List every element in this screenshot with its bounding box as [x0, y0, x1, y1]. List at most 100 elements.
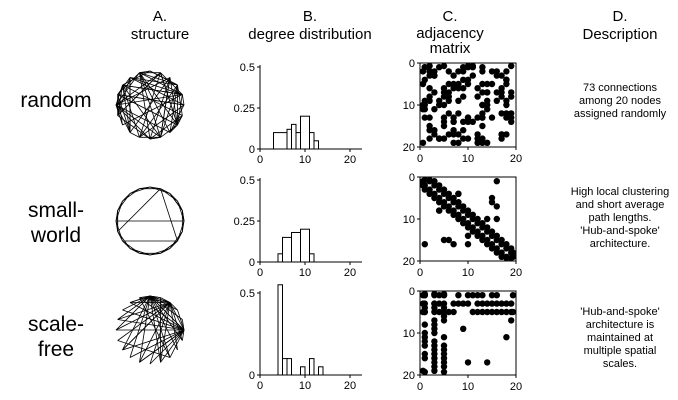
network-edge: [129, 77, 178, 86]
matrix-dot: [419, 139, 427, 146]
column-d-header: D. Description: [560, 8, 678, 44]
y-tick-label: 0.5: [240, 62, 255, 74]
y-tick-label: 0: [409, 172, 415, 184]
network-edge: [139, 104, 185, 138]
matrix-dot: [450, 72, 457, 79]
matrix-dot: [498, 72, 505, 79]
y-tick-label: 0.25: [234, 216, 255, 228]
matrix-dot: [450, 127, 457, 134]
matrix-dot: [440, 62, 448, 70]
matrix-dot: [440, 368, 448, 376]
x-tick-label: 0: [417, 267, 423, 279]
matrix-dot: [426, 68, 433, 75]
network-edge: [160, 297, 171, 303]
matrix-dot: [464, 224, 472, 231]
network-edge: [117, 302, 171, 320]
matrix-dot: [431, 194, 438, 202]
matrix-dot: [474, 292, 481, 299]
matrix-dot: [493, 249, 500, 256]
matrix-dot: [431, 127, 438, 134]
degree-histogram-scale-free: 0 10 20 0 0.5: [240, 284, 362, 392]
matrix-dot: [464, 135, 472, 142]
histogram-bar: [291, 231, 301, 263]
y-tick-label: 0: [249, 144, 255, 156]
matrix-dot: [464, 359, 472, 366]
network-edge: [139, 84, 178, 138]
matrix-dot: [484, 228, 491, 235]
network-edge: [122, 240, 140, 254]
network-structure-random: [115, 70, 185, 140]
matrix-dot: [508, 118, 515, 125]
matrix-dot: [440, 236, 448, 244]
network-edge: [117, 72, 140, 95]
matrix-dot: [508, 308, 515, 316]
column-a-title: structure: [130, 26, 190, 43]
matrix-dot: [440, 203, 448, 210]
matrix-dot: [436, 292, 443, 299]
column-b-header: B. degree distribution: [230, 8, 390, 44]
matrix-dot: [460, 76, 467, 83]
matrix-dot: [431, 72, 438, 79]
description-line: 'Hub-and-spoke': [580, 225, 660, 237]
matrix-frame: [419, 176, 517, 262]
matrix-dot: [426, 190, 433, 197]
matrix-dot: [421, 292, 428, 299]
network-edge: [115, 104, 123, 126]
network-edge: [181, 319, 185, 331]
y-tick-label: 0: [409, 286, 415, 298]
y-tick-label: 10: [403, 328, 415, 340]
network-edge: [149, 186, 171, 194]
matrix-dot: [464, 114, 472, 121]
matrix-dot: [421, 308, 428, 316]
network-edge: [169, 329, 185, 358]
description-line: among 20 nodes: [579, 95, 661, 107]
network-edge: [160, 84, 178, 138]
network-edge: [160, 240, 178, 254]
network-edge: [169, 231, 183, 249]
matrix-dot: [436, 97, 443, 104]
x-tick-label: 20: [344, 154, 356, 166]
matrix-dot: [460, 118, 467, 125]
network-edge: [117, 115, 151, 140]
matrix-dot: [421, 342, 428, 349]
matrix-dot: [426, 114, 433, 121]
network-edge: [169, 302, 178, 311]
degree-histogram-small-world: 0 10 20 0 0.25 0.5: [234, 175, 362, 279]
matrix-dot: [426, 122, 433, 130]
matrix-dot: [421, 321, 428, 328]
matrix-dot: [436, 64, 443, 71]
network-edge: [169, 302, 178, 351]
matrix-dot: [455, 110, 462, 117]
y-tick-label: 0: [409, 58, 415, 70]
matrix-dot: [493, 178, 500, 185]
matrix-dot: [450, 300, 457, 307]
matrix-dot: [431, 182, 438, 189]
matrix-dot: [508, 254, 515, 262]
network-edge: [139, 297, 171, 358]
matrix-dot: [484, 80, 491, 88]
column-a-header: A. structure: [110, 8, 210, 44]
matrix-dot: [445, 131, 452, 138]
network-edge: [117, 94, 185, 106]
matrix-dot: [436, 186, 443, 193]
matrix-dot: [503, 68, 510, 75]
matrix-dot: [479, 300, 486, 307]
histogram-bar: [318, 366, 324, 376]
y-tick-label: 10: [403, 100, 415, 112]
y-tick-label: 10: [403, 214, 415, 226]
matrix-dot: [426, 178, 433, 185]
matrix-dot: [469, 228, 476, 235]
matrix-dot: [479, 110, 486, 117]
matrix-dot: [474, 300, 481, 307]
matrix-dot: [503, 131, 510, 138]
histogram-bar: [282, 358, 288, 376]
network-edge: [160, 72, 178, 126]
y-tick-label: 20: [403, 256, 415, 268]
network-edge: [117, 302, 171, 341]
matrix-dot: [455, 292, 462, 299]
matrix-dot: [440, 135, 448, 142]
matrix-dot: [488, 114, 496, 121]
matrix-dot: [503, 308, 510, 316]
